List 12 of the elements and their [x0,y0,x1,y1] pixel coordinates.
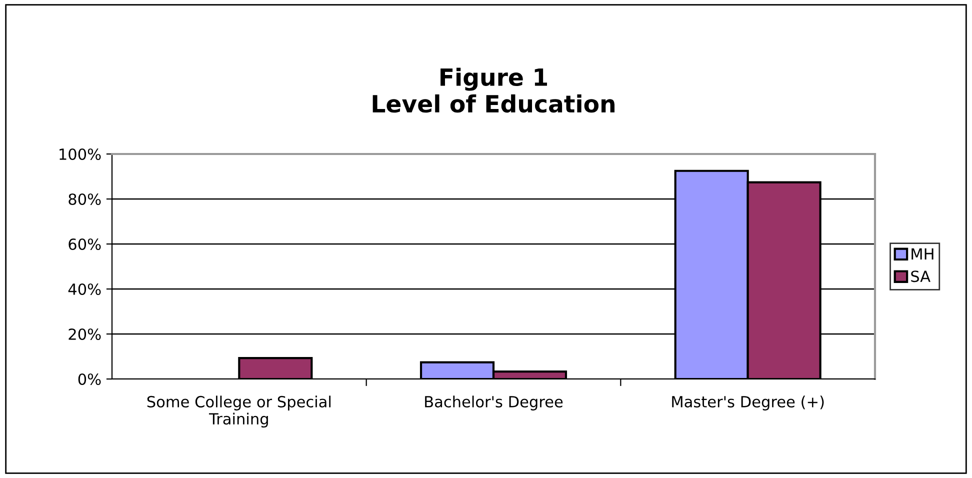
y-tick-label: 0% [78,373,101,386]
legend-label: SA [911,270,930,282]
chart-title: Figure 1 Level of Education [372,68,614,113]
y-tick-label: 60% [68,238,101,250]
x-tick-label: Bachelor's Degree [425,396,563,410]
legend-label: MH [912,248,934,260]
y-tick-label: 100% [60,148,101,160]
x-tick-label: Master's Degree (+) [672,396,824,410]
x-tick-label: Some College or Special Training [147,396,331,428]
y-tick-label: 80% [68,193,101,206]
y-tick-label: 20% [68,328,101,340]
y-tick-label: 40% [68,283,101,296]
